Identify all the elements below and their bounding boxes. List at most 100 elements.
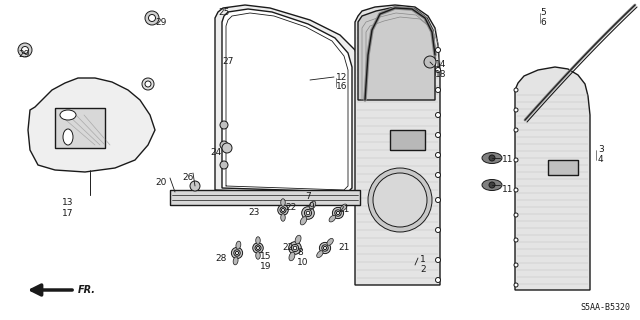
Circle shape — [514, 128, 518, 132]
Text: 6: 6 — [540, 18, 546, 27]
Circle shape — [22, 46, 29, 53]
Text: 28: 28 — [215, 254, 227, 263]
Ellipse shape — [236, 241, 241, 249]
Ellipse shape — [482, 180, 502, 190]
Polygon shape — [28, 78, 155, 172]
Circle shape — [222, 143, 232, 153]
Text: 23: 23 — [248, 208, 259, 217]
Circle shape — [514, 158, 518, 162]
Ellipse shape — [63, 129, 73, 145]
Ellipse shape — [300, 217, 307, 225]
Circle shape — [145, 81, 151, 87]
Text: 25: 25 — [218, 8, 229, 17]
Text: 24: 24 — [210, 148, 221, 157]
Text: 11: 11 — [502, 185, 513, 194]
Circle shape — [253, 243, 263, 253]
Circle shape — [514, 108, 518, 112]
Polygon shape — [358, 7, 435, 100]
Ellipse shape — [281, 199, 285, 206]
Text: 12: 12 — [336, 73, 348, 82]
Circle shape — [255, 245, 261, 251]
Text: 14: 14 — [435, 60, 446, 69]
Ellipse shape — [281, 214, 285, 221]
Ellipse shape — [289, 252, 295, 261]
Ellipse shape — [317, 251, 323, 258]
Circle shape — [148, 14, 156, 21]
Polygon shape — [222, 9, 352, 192]
Ellipse shape — [327, 238, 333, 245]
Circle shape — [435, 258, 440, 262]
Ellipse shape — [295, 235, 301, 244]
Circle shape — [236, 252, 239, 255]
Circle shape — [335, 210, 341, 216]
Text: 29: 29 — [155, 18, 166, 27]
Ellipse shape — [340, 204, 347, 211]
Circle shape — [322, 245, 328, 251]
Circle shape — [435, 228, 440, 233]
Circle shape — [337, 212, 340, 215]
Text: 17: 17 — [62, 209, 74, 218]
Circle shape — [305, 209, 312, 217]
Circle shape — [293, 246, 297, 250]
Circle shape — [282, 209, 285, 212]
Circle shape — [280, 207, 286, 213]
Text: 5: 5 — [540, 8, 546, 17]
Text: 9: 9 — [308, 202, 314, 211]
Circle shape — [323, 246, 326, 250]
Circle shape — [289, 242, 301, 254]
Circle shape — [435, 68, 440, 73]
Text: 3: 3 — [598, 145, 604, 154]
Circle shape — [190, 181, 200, 191]
Circle shape — [514, 88, 518, 92]
Ellipse shape — [329, 215, 335, 222]
Text: 21: 21 — [338, 205, 349, 214]
Polygon shape — [548, 160, 578, 175]
Circle shape — [514, 213, 518, 217]
Circle shape — [145, 11, 159, 25]
Text: 20: 20 — [155, 178, 166, 187]
Text: 8: 8 — [297, 248, 303, 257]
Circle shape — [291, 244, 299, 252]
Circle shape — [220, 121, 228, 129]
Polygon shape — [215, 5, 360, 195]
Text: 22: 22 — [285, 203, 296, 212]
Circle shape — [435, 87, 440, 92]
Text: 19: 19 — [260, 262, 271, 271]
Text: 16: 16 — [336, 82, 348, 91]
Circle shape — [435, 47, 440, 52]
Circle shape — [232, 247, 243, 259]
Polygon shape — [55, 108, 105, 148]
Circle shape — [424, 56, 436, 68]
Circle shape — [142, 78, 154, 90]
Ellipse shape — [60, 110, 76, 120]
Circle shape — [489, 182, 495, 188]
Polygon shape — [170, 190, 360, 205]
Circle shape — [220, 161, 228, 169]
Text: 11: 11 — [502, 155, 513, 164]
Text: 1: 1 — [420, 255, 426, 264]
Text: 21: 21 — [338, 243, 349, 252]
Circle shape — [435, 113, 440, 117]
Circle shape — [368, 168, 432, 232]
Text: 18: 18 — [435, 70, 447, 79]
Ellipse shape — [482, 153, 502, 164]
Circle shape — [435, 172, 440, 178]
Polygon shape — [355, 5, 440, 285]
Circle shape — [301, 207, 314, 219]
Circle shape — [514, 283, 518, 287]
Circle shape — [435, 197, 440, 203]
Circle shape — [257, 246, 259, 250]
Text: 27: 27 — [222, 57, 234, 66]
Text: 22: 22 — [282, 243, 293, 252]
Polygon shape — [390, 130, 425, 150]
Circle shape — [234, 250, 240, 256]
Ellipse shape — [233, 257, 238, 265]
Circle shape — [514, 263, 518, 267]
Ellipse shape — [256, 237, 260, 244]
Circle shape — [514, 238, 518, 242]
Text: FR.: FR. — [78, 285, 96, 295]
Circle shape — [18, 43, 32, 57]
Text: 26: 26 — [182, 173, 193, 182]
Circle shape — [306, 211, 310, 215]
Circle shape — [278, 205, 288, 215]
